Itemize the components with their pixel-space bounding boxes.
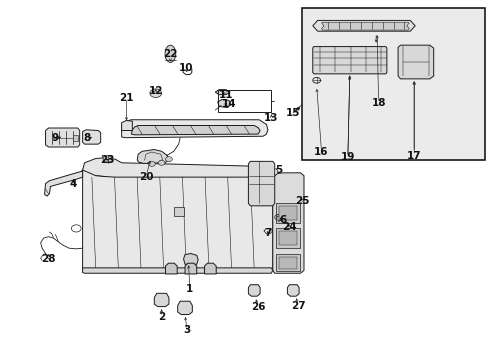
Polygon shape (122, 121, 132, 131)
Polygon shape (80, 158, 269, 179)
Text: 12: 12 (148, 86, 163, 96)
Polygon shape (137, 149, 168, 165)
Text: 10: 10 (179, 63, 193, 73)
Polygon shape (397, 45, 433, 79)
Polygon shape (165, 263, 177, 274)
Bar (278, 231, 297, 245)
Text: 9: 9 (52, 133, 59, 143)
Text: 20: 20 (139, 172, 153, 182)
Text: 19: 19 (340, 152, 354, 162)
Text: 17: 17 (406, 150, 421, 161)
Polygon shape (204, 263, 216, 274)
Text: 23: 23 (100, 155, 114, 165)
Polygon shape (82, 170, 272, 273)
Polygon shape (248, 285, 260, 296)
Bar (173, 207, 183, 216)
Text: 22: 22 (163, 49, 177, 59)
Polygon shape (82, 130, 101, 144)
Polygon shape (44, 171, 82, 196)
Polygon shape (154, 293, 168, 307)
Text: 27: 27 (290, 301, 305, 311)
Text: 1: 1 (186, 284, 193, 294)
Circle shape (150, 89, 161, 98)
Bar (276, 254, 299, 271)
Polygon shape (177, 301, 192, 315)
Polygon shape (183, 253, 198, 264)
Text: 16: 16 (314, 147, 328, 157)
Ellipse shape (164, 45, 175, 62)
Text: 4: 4 (69, 179, 77, 189)
Polygon shape (272, 173, 304, 273)
Polygon shape (217, 99, 230, 108)
Text: 15: 15 (285, 108, 300, 118)
Circle shape (158, 160, 164, 165)
Polygon shape (82, 268, 272, 273)
Text: 11: 11 (218, 90, 233, 100)
Bar (276, 203, 299, 223)
Circle shape (148, 161, 155, 166)
Text: 25: 25 (294, 196, 308, 206)
Bar (73, 135, 78, 141)
Polygon shape (248, 161, 274, 206)
Text: 5: 5 (274, 165, 282, 175)
Polygon shape (122, 120, 267, 138)
Polygon shape (312, 46, 386, 74)
Bar (302, 8, 484, 160)
Text: 3: 3 (183, 325, 190, 335)
Text: 13: 13 (264, 113, 278, 123)
Polygon shape (321, 22, 408, 30)
Text: 26: 26 (250, 302, 265, 312)
Circle shape (103, 156, 113, 163)
Bar (278, 206, 297, 220)
Polygon shape (184, 263, 196, 274)
Text: 24: 24 (282, 222, 296, 232)
Polygon shape (131, 126, 260, 135)
Text: 6: 6 (278, 215, 285, 225)
Text: 2: 2 (158, 312, 165, 322)
Polygon shape (45, 128, 80, 147)
Text: 21: 21 (119, 93, 134, 103)
Polygon shape (312, 21, 414, 31)
Bar (276, 228, 299, 248)
Polygon shape (215, 90, 229, 95)
Text: 28: 28 (41, 254, 56, 264)
Bar (278, 257, 297, 269)
Circle shape (165, 157, 172, 162)
Text: 18: 18 (370, 98, 385, 108)
Text: 7: 7 (264, 228, 271, 238)
Bar (217, 90, 271, 112)
Text: 8: 8 (84, 133, 91, 143)
Text: 14: 14 (221, 99, 236, 109)
Polygon shape (287, 285, 299, 296)
